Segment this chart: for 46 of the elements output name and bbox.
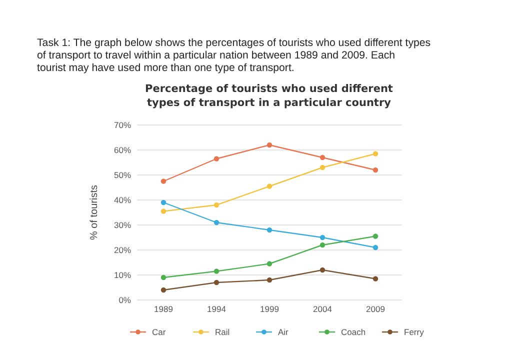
x-tick-label: 1999 [260,304,280,314]
point [214,268,220,274]
legend-label: Ferry [404,327,425,337]
y-axis-title: % of tourists [89,184,100,240]
point [320,267,326,273]
legend-label: Air [278,327,289,337]
x-tick-label: 1994 [207,304,226,314]
legend-label: Rail [215,327,230,337]
point [160,208,166,214]
point [320,242,326,248]
y-tick-label: 10% [114,270,132,280]
point [372,167,378,173]
y-tick-label: 70% [114,120,132,130]
legend-label: Coach [341,327,366,337]
point [266,277,272,283]
y-tick-label: 50% [114,170,132,180]
point [214,220,220,226]
point [266,261,272,266]
point [266,227,272,233]
x-tick-label: 1989 [154,304,174,314]
point [160,274,166,280]
point [320,164,326,170]
y-tick-label: 0% [118,295,132,305]
point [372,234,378,239]
point [372,276,378,282]
y-tick-label: 20% [114,245,132,255]
text: Task 1: The graph below shows the percentages of tourists who used different types of transport to travel within a particular nation between 1989 and 2009. Each tourist may have used more than one type of transport. [37,37,431,74]
y-tick-label: 60% [114,145,132,155]
y-tick-label: 40% [114,195,132,205]
x-tick-label: 2009 [366,304,386,314]
chart-title: Percentage of tourists who used different types of transport in a particular country [145,83,393,109]
point [266,184,272,189]
point [160,287,166,293]
point [214,280,220,286]
x-tick-label: 2004 [313,304,332,314]
point [160,200,166,206]
point [160,178,166,184]
y-tick-label: 30% [114,220,132,230]
point [320,154,326,160]
legend-label: Car [152,327,166,337]
point [214,202,220,208]
point [320,234,326,240]
point [266,142,272,148]
point [372,151,378,156]
point [372,244,378,250]
point [214,156,220,162]
